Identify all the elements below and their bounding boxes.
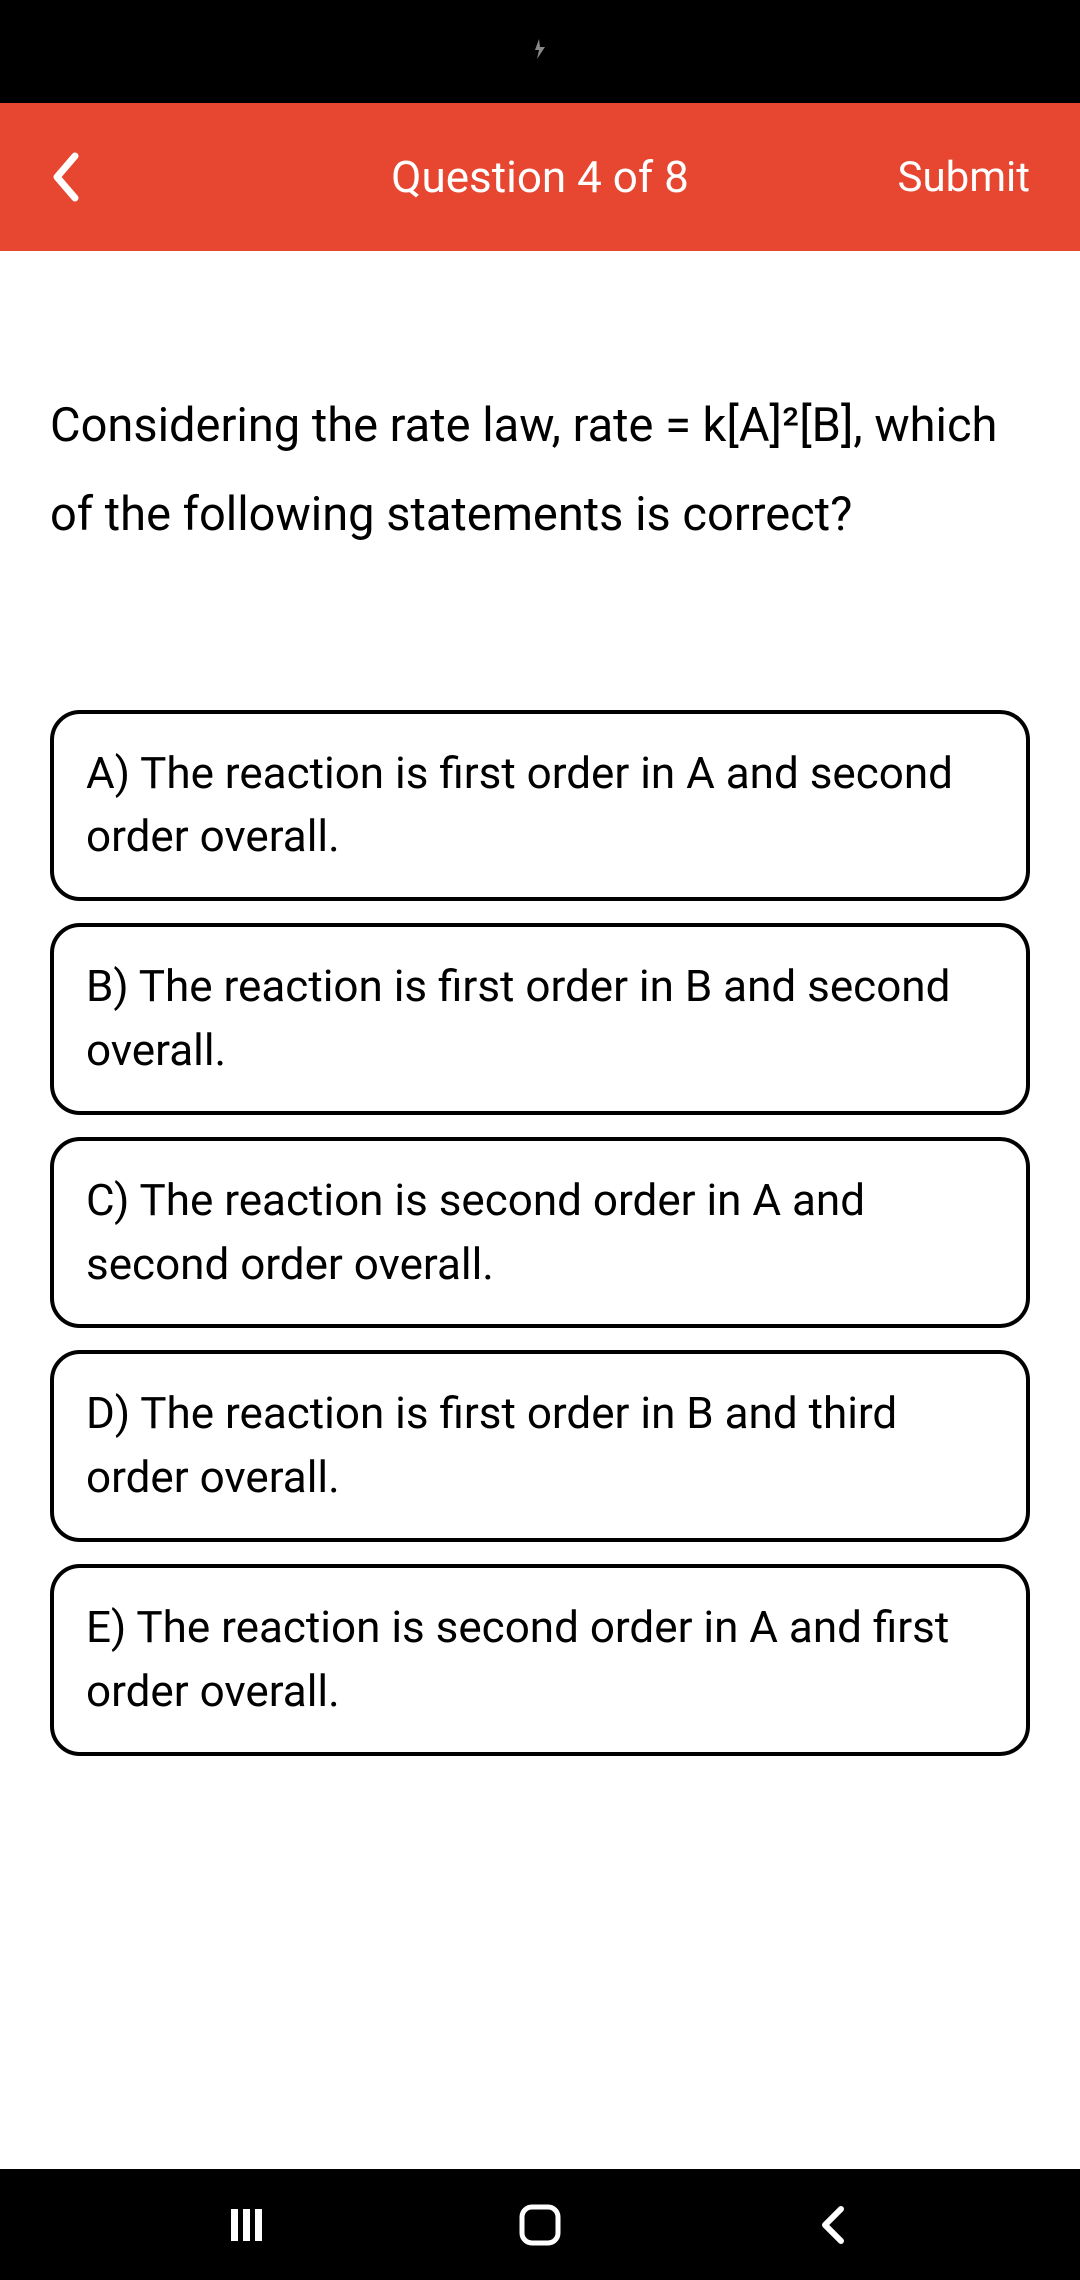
option-c[interactable]: C) The reaction is second order in A and… — [50, 1137, 1030, 1329]
option-a[interactable]: A) The reaction is first order in A and … — [50, 710, 1030, 902]
option-b[interactable]: B) The reaction is first order in B and … — [50, 923, 1030, 1115]
header: Question 4 of 8 Submit — [0, 103, 1080, 251]
status-bar — [0, 0, 1080, 103]
back-button[interactable] — [40, 152, 90, 202]
option-e[interactable]: E) The reaction is second order in A and… — [50, 1564, 1030, 1756]
submit-button[interactable]: Submit — [898, 153, 1030, 202]
content-area: Considering the rate law, rate = k[A]²[B… — [0, 251, 1080, 2169]
option-d[interactable]: D) The reaction is first order in B and … — [50, 1350, 1030, 1542]
system-back-button[interactable] — [803, 2195, 863, 2255]
question-text: Considering the rate law, rate = k[A]²[B… — [50, 381, 1030, 560]
home-button[interactable] — [510, 2195, 570, 2255]
page-title: Question 4 of 8 — [391, 151, 689, 203]
charging-icon — [532, 39, 548, 64]
nav-bar — [0, 2169, 1080, 2280]
recents-button[interactable] — [217, 2195, 277, 2255]
options-list: A) The reaction is first order in A and … — [50, 710, 1030, 1756]
